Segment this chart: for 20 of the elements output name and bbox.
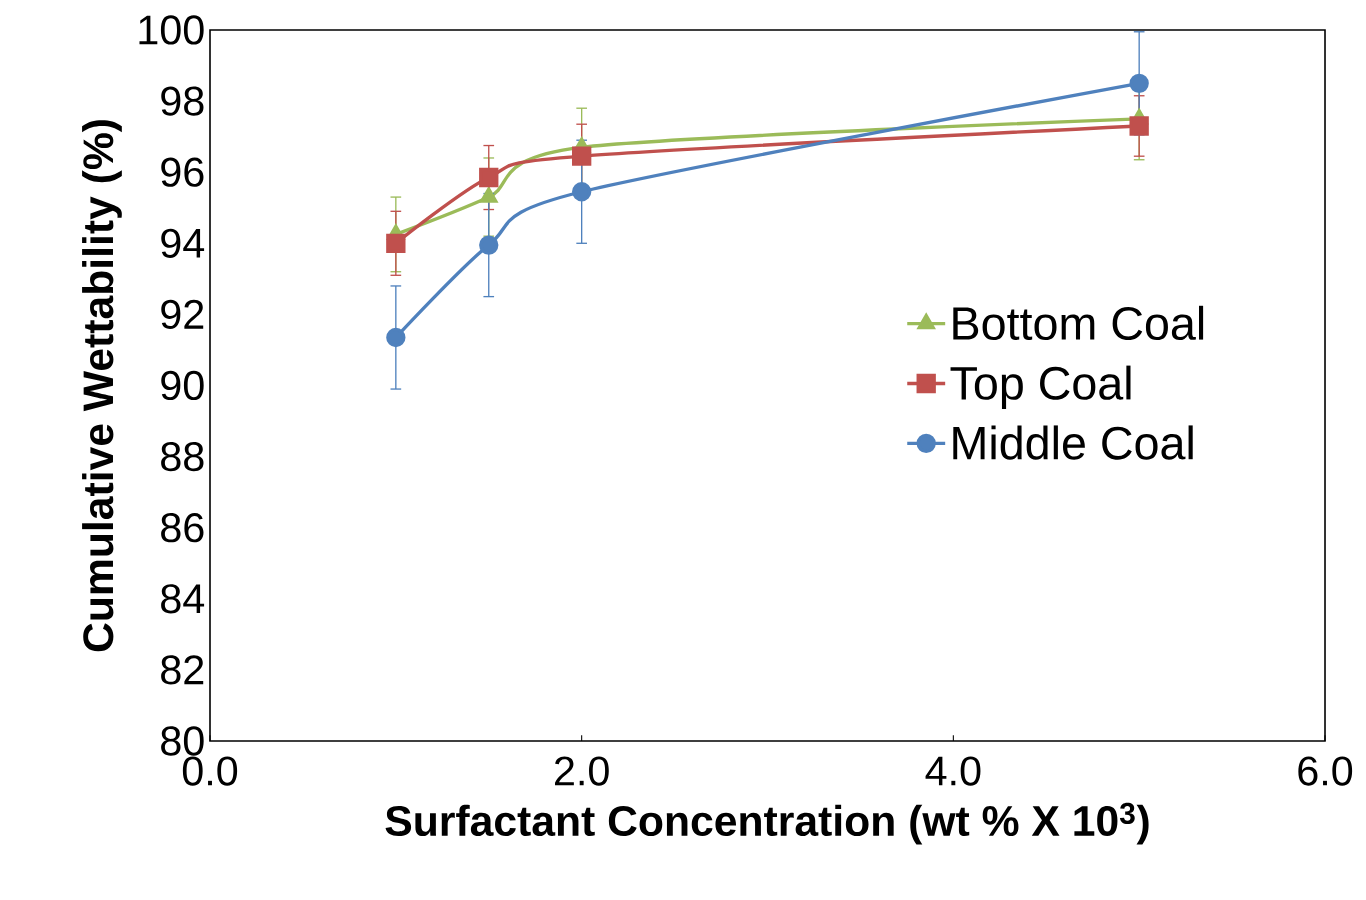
x-tick-label: 4.0	[925, 756, 981, 786]
y-tick-label: 84	[161, 584, 205, 614]
y-tick-label: 100	[139, 15, 204, 45]
y-tick-label: 92	[161, 299, 204, 330]
x-tick-label: 0.0	[182, 756, 238, 786]
x-tick-label: 6.0	[1298, 756, 1353, 786]
y-tick-label: 90	[161, 370, 204, 401]
legend-label: Middle Coal	[953, 425, 1193, 460]
y-tick-label: 82	[161, 655, 204, 685]
y-axis-title: Cumulative Wettability (%)	[82, 120, 122, 652]
y-tick-label: 98	[161, 86, 204, 116]
y-tick-label: 94	[161, 228, 205, 258]
x-tick-label: 2.0	[555, 756, 609, 786]
legend-label: Top Coal	[950, 365, 1131, 410]
legend-label: Bottom Coal	[953, 305, 1204, 341]
y-tick-label: 96	[161, 157, 204, 187]
y-tick-label: 80	[161, 726, 204, 756]
x-axis-title: Surfactant Concentration (wt % X 10$^{3}$)	[385, 802, 1149, 845]
y-tick-label: 88	[161, 441, 204, 472]
y-tick-label: 86	[161, 513, 204, 543]
